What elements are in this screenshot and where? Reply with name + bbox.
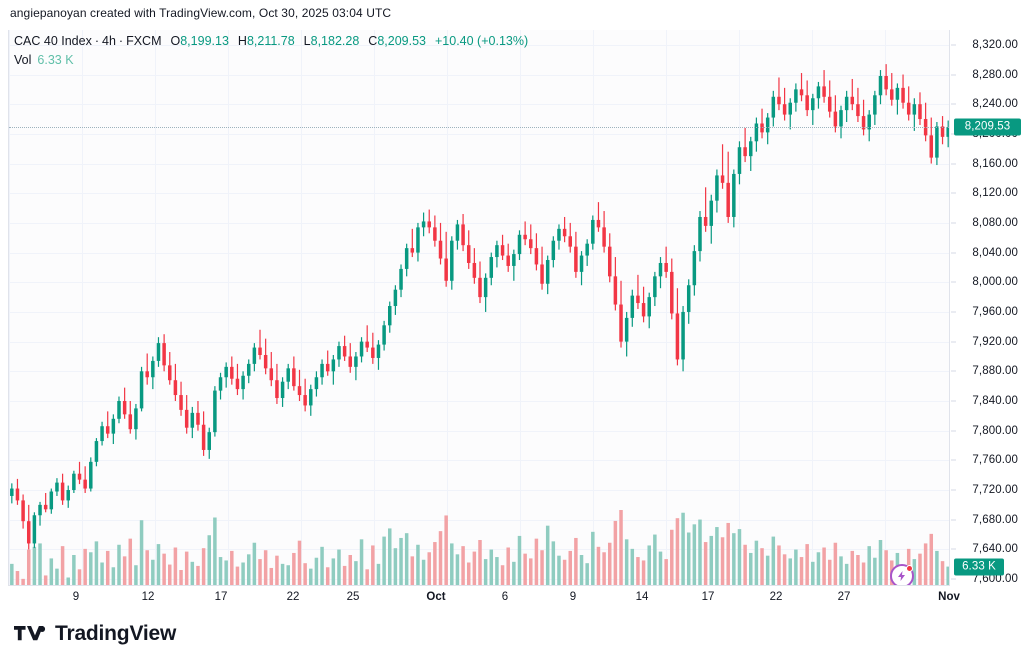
grid-line-vertical [812, 30, 813, 585]
current-price-line [9, 126, 949, 128]
price-tick-label: 7,640.00 [972, 543, 1018, 556]
price-tick-dash [951, 370, 956, 372]
price-tick-dash [951, 311, 956, 313]
grid-line-horizontal [9, 252, 949, 254]
price-axis[interactable]: 8,320.008,280.008,240.008,200.008,160.00… [951, 30, 1024, 585]
time-tick-label: 22 [286, 591, 300, 603]
price-tick-dash [951, 400, 956, 402]
grid-line-vertical [374, 30, 375, 585]
attribution-text: angiepanoyan created with TradingView.co… [10, 6, 392, 20]
grid-line-vertical [9, 30, 10, 585]
grid-line-vertical [593, 30, 594, 585]
grid-line-vertical [739, 30, 740, 585]
price-tick-label: 8,160.00 [972, 157, 1018, 170]
price-tick-label: 8,240.00 [972, 98, 1018, 111]
grid-line-vertical [447, 30, 448, 585]
price-tick-label: 7,960.00 [972, 305, 1018, 318]
chart-plot-area[interactable] [8, 30, 950, 585]
grid-line-horizontal [9, 44, 949, 46]
price-tick-dash [951, 44, 956, 46]
candlestick-series [10, 64, 949, 585]
grid-line-horizontal [9, 430, 949, 432]
price-tick-dash [951, 192, 956, 194]
grid-line-horizontal [9, 311, 949, 313]
price-tick-label: 7,760.00 [972, 454, 1018, 467]
time-tick-label: 9 [72, 591, 80, 603]
price-tick-dash [951, 103, 956, 105]
time-tick-label: 6 [501, 591, 509, 603]
grid-line-horizontal [9, 371, 949, 373]
grid-line-horizontal [9, 104, 949, 106]
price-tick-label: 8,280.00 [972, 68, 1018, 81]
price-tick-dash [951, 163, 956, 165]
tradingview-brand-text: TradingView [55, 622, 177, 645]
price-tick-dash [951, 548, 956, 550]
grid-line-vertical [520, 30, 521, 585]
price-tick-label: 7,600.00 [972, 573, 1018, 586]
price-tick-dash [951, 489, 956, 491]
time-tick-label: 14 [635, 591, 649, 603]
tradingview-footer: TradingView [14, 622, 176, 646]
lightning-bolt-icon[interactable] [890, 564, 914, 585]
price-tick-dash [951, 519, 956, 521]
grid-line-horizontal [9, 193, 949, 195]
time-tick-label: Nov [938, 591, 960, 603]
grid-line-horizontal [9, 163, 949, 165]
grid-line-vertical [228, 30, 229, 585]
grid-line-vertical [885, 30, 886, 585]
price-tick-label: 7,920.00 [972, 335, 1018, 348]
price-tick-dash [951, 459, 956, 461]
grid-line-vertical [301, 30, 302, 585]
time-axis[interactable]: 9 12 17 22 25 Oct 6 9 14 17 22 27 Nov [8, 585, 960, 609]
price-tick-dash [951, 281, 956, 283]
time-tick-label: 12 [141, 591, 155, 603]
time-tick-label: 27 [837, 591, 851, 603]
grid-line-horizontal [9, 460, 949, 462]
price-tick-label: 7,880.00 [972, 365, 1018, 378]
grid-line-horizontal [9, 74, 949, 76]
time-tick-label: 9 [569, 591, 577, 603]
time-tick-label: 22 [769, 591, 783, 603]
price-tick-label: 8,080.00 [972, 216, 1018, 229]
grid-line-vertical [155, 30, 156, 585]
grid-line-horizontal [9, 341, 949, 343]
grid-line-horizontal [9, 222, 949, 224]
time-tick-label: 17 [701, 591, 715, 603]
volume-bars [10, 510, 949, 585]
tradingview-logo-icon [14, 626, 46, 641]
price-tick-dash [951, 341, 956, 343]
price-tick-dash [951, 430, 956, 432]
volume-badge[interactable]: 6.33 K [954, 558, 1004, 576]
grid-line-vertical [82, 30, 83, 585]
price-tick-dash [951, 222, 956, 224]
grid-line-horizontal [9, 519, 949, 521]
price-tick-label: 7,800.00 [972, 424, 1018, 437]
current-price-badge[interactable]: 8,209.53 [954, 118, 1021, 136]
grid-line-horizontal [9, 133, 949, 135]
time-tick-label: 17 [214, 591, 228, 603]
alert-dot [906, 565, 913, 572]
price-tick-label: 8,000.00 [972, 276, 1018, 289]
time-tick-label: Oct [426, 591, 446, 603]
price-tick-dash [951, 133, 956, 135]
candle-bars [10, 64, 949, 550]
price-tick-label: 8,320.00 [972, 38, 1018, 51]
grid-line-horizontal [9, 400, 949, 402]
price-tick-dash [951, 74, 956, 76]
price-tick-label: 7,840.00 [972, 394, 1018, 407]
grid-line-horizontal [9, 490, 949, 492]
price-tick-label: 7,680.00 [972, 513, 1018, 526]
price-tick-label: 8,120.00 [972, 187, 1018, 200]
price-tick-dash [951, 252, 956, 254]
grid-line-vertical [666, 30, 667, 585]
price-tick-label: 7,720.00 [972, 484, 1018, 497]
price-tick-dash [951, 578, 956, 580]
price-tick-label: 8,040.00 [972, 246, 1018, 259]
time-tick-label: 25 [346, 591, 360, 603]
